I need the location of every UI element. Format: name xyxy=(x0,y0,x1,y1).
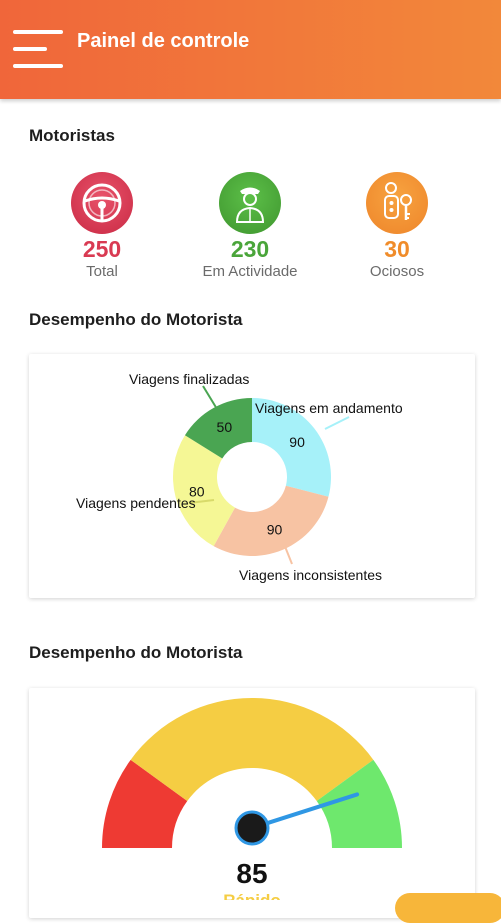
donut-value-label-2: 80 xyxy=(189,483,205,499)
gauge-chart-card: 85 Rápido xyxy=(29,688,475,918)
donut-slice-0[interactable] xyxy=(252,398,331,497)
donut-slice-label-0: Viagens em andamento xyxy=(255,400,403,416)
donut-value-label-3: 50 xyxy=(217,419,233,435)
gauge-hub xyxy=(234,810,270,846)
gauge-needle xyxy=(250,792,360,830)
stat-active-label: Em Actividade xyxy=(202,263,298,280)
driver-icon xyxy=(219,172,281,234)
app-header: Painel de controle xyxy=(0,0,501,99)
stat-idle-label: Ociosos xyxy=(369,263,425,280)
gauge-value: 85 xyxy=(236,858,267,889)
donut-leader-line-2 xyxy=(188,499,215,504)
donut-value-label-1: 90 xyxy=(267,521,283,537)
donut-value-label-0: 90 xyxy=(289,434,305,450)
page-title: Painel de controle xyxy=(77,30,250,52)
donut-leader-line-0 xyxy=(324,416,350,430)
stat-total-label: Total xyxy=(86,263,118,280)
donut-slice-label-1: Viagens inconsistentes xyxy=(239,567,382,583)
donut-slice-2[interactable] xyxy=(173,435,236,547)
gauge-band-1 xyxy=(130,698,374,801)
car-keys-icon xyxy=(366,172,428,234)
drivers-section-title: Motoristas xyxy=(29,126,115,145)
donut-slice-3[interactable] xyxy=(184,398,252,459)
gauge-band-0 xyxy=(102,759,188,848)
donut-slice-label-2: Viagens pendentes xyxy=(76,495,196,511)
donut-slice-1[interactable] xyxy=(213,485,329,556)
donut-slice-label-3: Viagens finalizadas xyxy=(129,371,249,387)
donut-leader-line-1 xyxy=(283,543,293,565)
donut-chart: 90 Viagens em andamento 90 Viagens inconsis… xyxy=(76,371,403,583)
stat-active-value: 230 xyxy=(230,236,270,262)
stat-total[interactable]: 250 Total xyxy=(27,172,177,282)
stat-total-value: 250 xyxy=(82,236,122,262)
donut-chart-card: 90 Viagens em andamento 90 Viagens inconsis… xyxy=(29,354,475,598)
menu-icon[interactable] xyxy=(13,28,63,70)
donut-leader-line-3 xyxy=(202,385,218,410)
performance-section-title: Desempenho do Motorista xyxy=(29,310,243,329)
performance-section-title-2: Desempenho do Motorista xyxy=(29,643,243,662)
floating-action-button[interactable] xyxy=(395,893,501,923)
gauge-band-2 xyxy=(316,759,402,848)
gauge-chart: 85 Rápido xyxy=(102,698,402,910)
stat-idle-value: 30 xyxy=(384,236,410,262)
gauge-status-label: Rápido xyxy=(223,891,281,900)
steering-wheel-icon xyxy=(71,172,133,234)
stat-idle[interactable]: 30 Ociosos xyxy=(322,172,472,282)
stat-active[interactable]: 230 Em Actividade xyxy=(175,172,325,282)
